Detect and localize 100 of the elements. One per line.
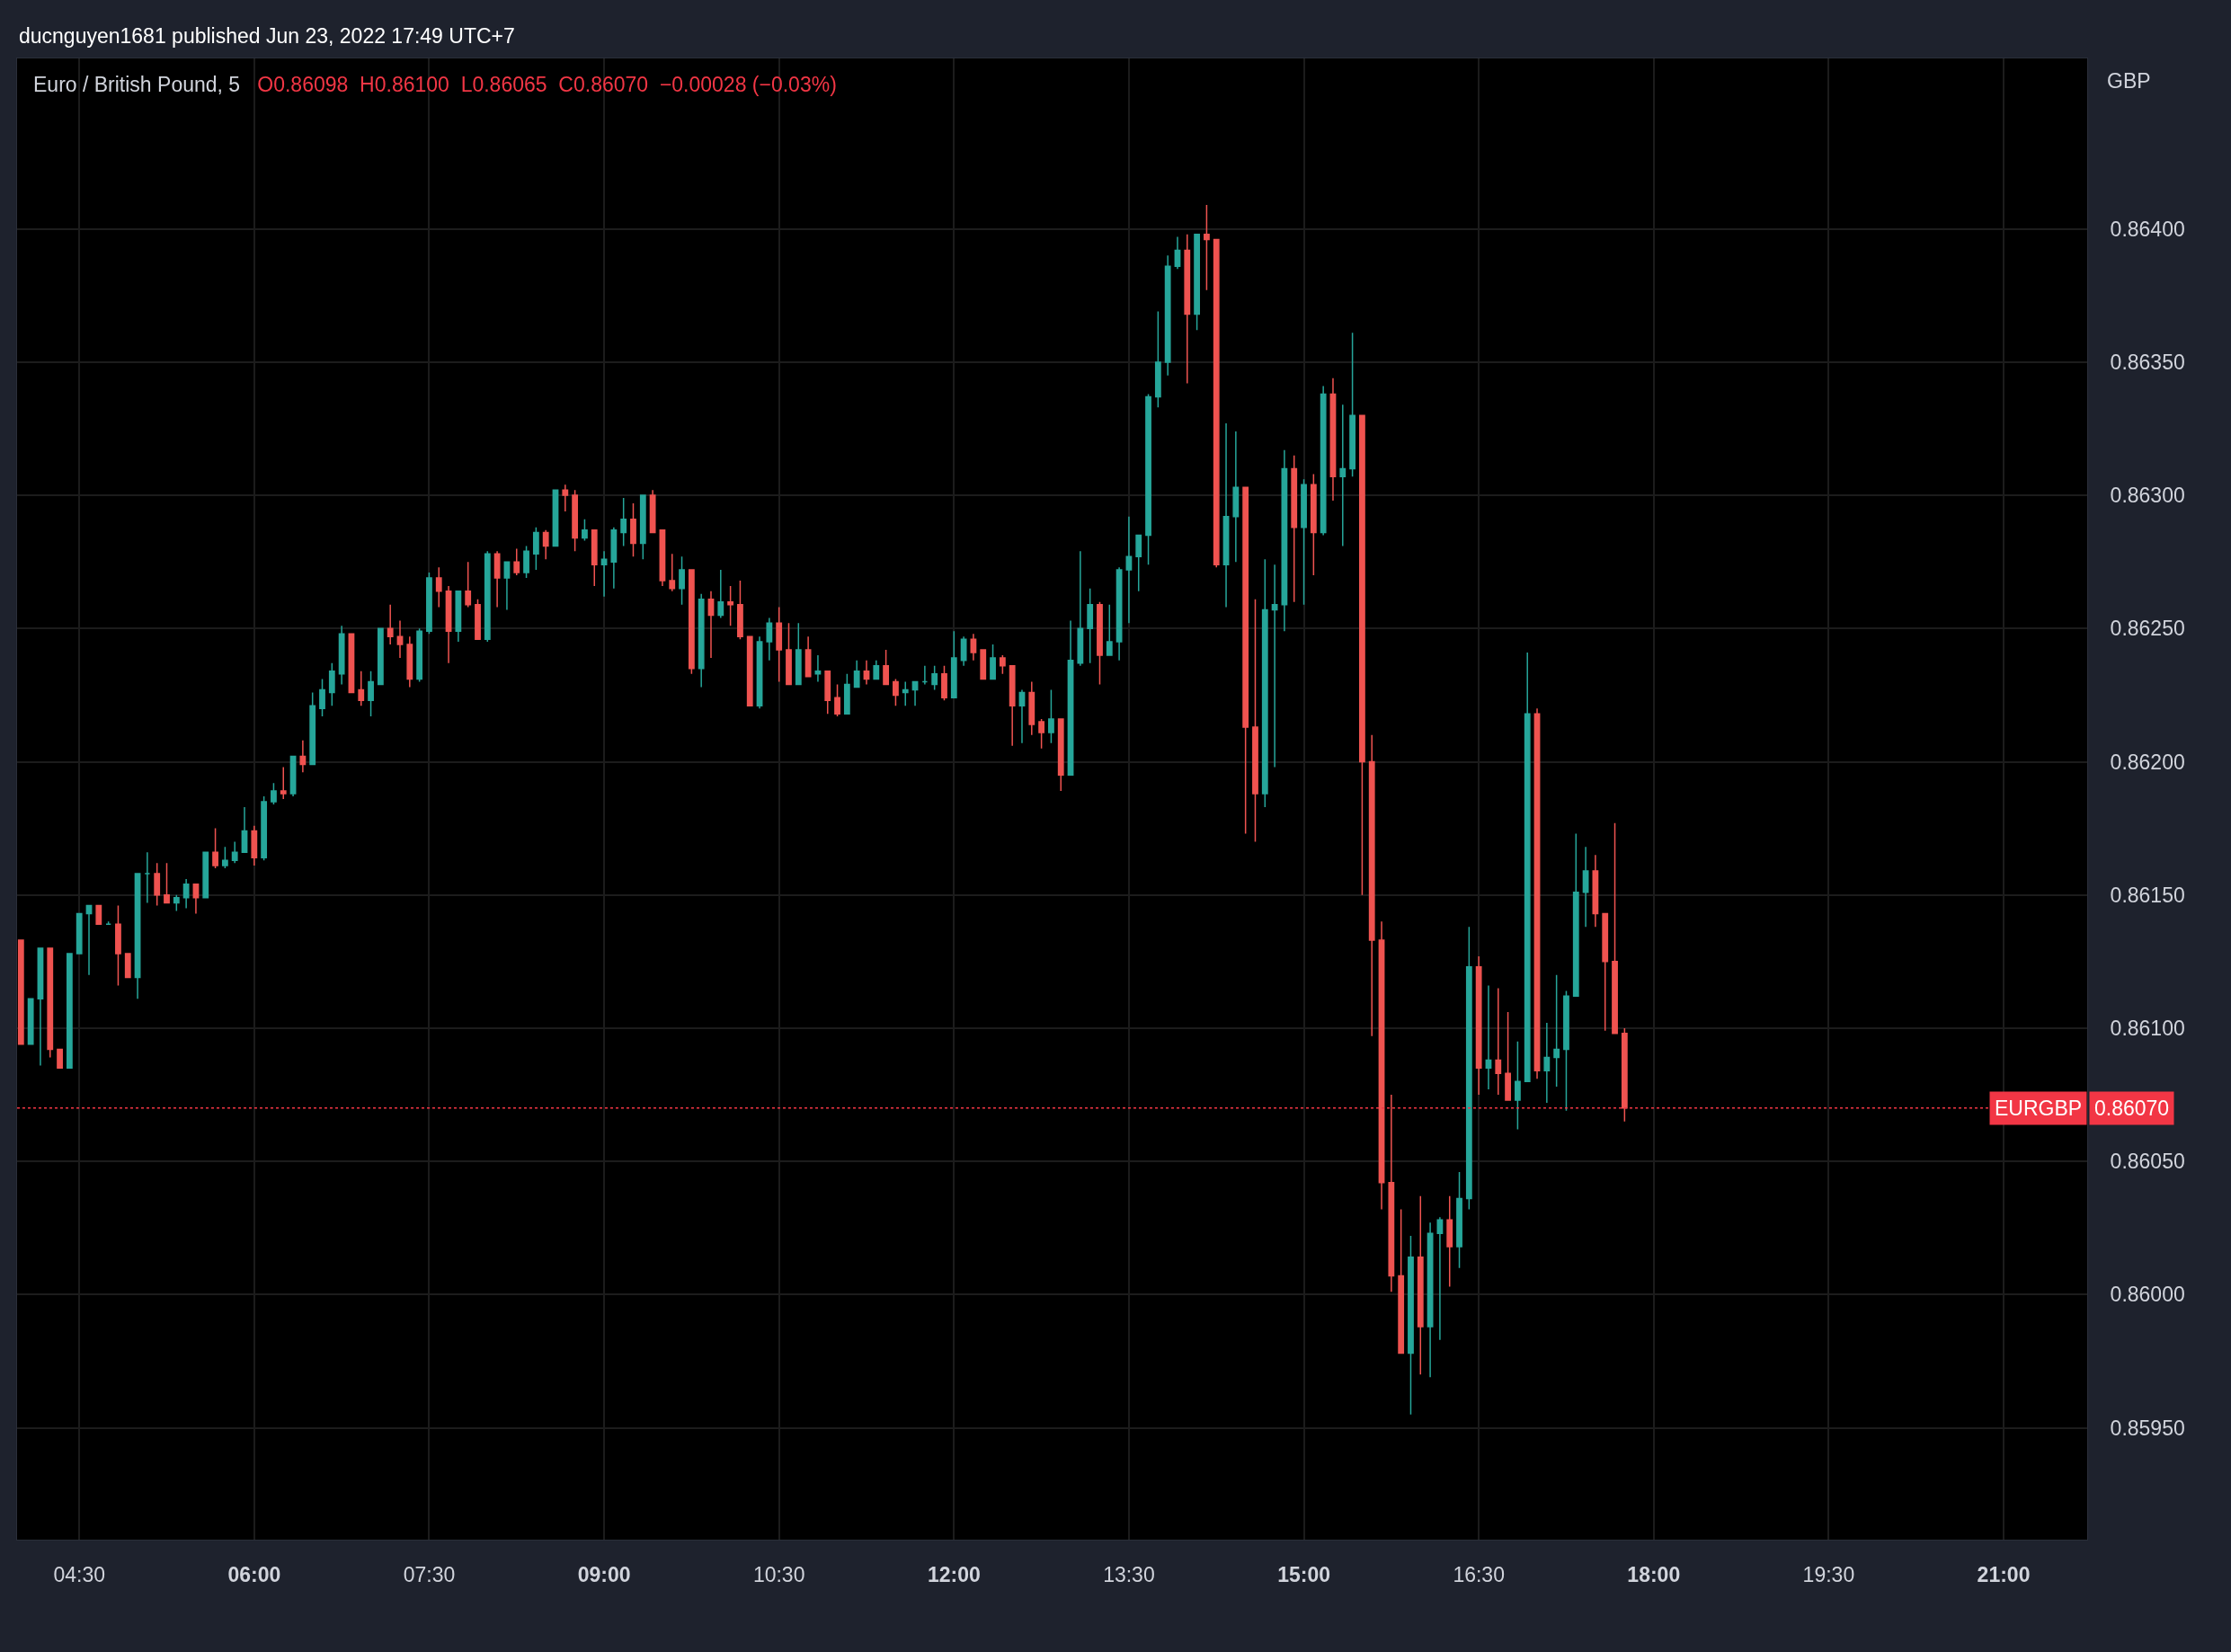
candlestick	[17, 939, 24, 1045]
candlestick	[1553, 973, 1560, 1088]
candlestick	[493, 550, 501, 608]
candlestick	[1456, 1171, 1462, 1269]
candlestick	[649, 489, 656, 534]
candlestick	[1378, 920, 1385, 1211]
candlestick	[659, 528, 666, 587]
candlestick	[960, 635, 967, 667]
candlestick	[66, 953, 73, 1070]
candlestick	[804, 635, 812, 678]
candlestick	[1184, 233, 1191, 385]
candlestick	[1301, 478, 1307, 606]
candlestick	[192, 884, 200, 915]
candlestick	[1018, 688, 1026, 744]
candlestick	[261, 795, 268, 861]
candlestick	[85, 904, 93, 976]
candlestick	[562, 484, 569, 512]
x-tick-label: 16:30	[1453, 1562, 1505, 1586]
candlestick	[1339, 404, 1347, 547]
candlestick	[707, 591, 715, 659]
candlestick	[154, 862, 161, 907]
candlestick	[1164, 254, 1171, 377]
candlestick	[776, 606, 783, 683]
candlestick	[582, 519, 588, 542]
candlestick	[1446, 1195, 1453, 1288]
candlestick	[445, 585, 452, 664]
candlestick	[786, 622, 792, 686]
candlestick	[795, 622, 802, 686]
candlestick	[542, 528, 549, 560]
candlestick	[620, 497, 627, 547]
candlestick	[1310, 473, 1317, 576]
candlestick	[27, 998, 34, 1045]
candlestick	[1368, 734, 1375, 1037]
candlestick	[883, 649, 890, 686]
x-tick-label: 07:30	[403, 1562, 456, 1586]
candlestick	[251, 824, 258, 866]
candlestick	[746, 635, 753, 707]
x-tick-label: 18:00	[1627, 1562, 1681, 1586]
candlestick	[1145, 393, 1151, 565]
x-tick-label: 09:00	[577, 1562, 631, 1586]
candlestick	[843, 672, 850, 715]
candlestick	[406, 635, 413, 688]
candlestick	[299, 740, 307, 774]
candlestick	[679, 555, 685, 606]
y-axis-title: GBP	[2107, 69, 2151, 93]
candlestick	[221, 846, 228, 869]
candlestick	[202, 851, 209, 899]
candlestick	[893, 678, 899, 707]
candlestick	[455, 591, 462, 643]
candlestick	[630, 502, 636, 558]
candlestick	[950, 630, 957, 699]
x-tick-label: 04:30	[53, 1562, 105, 1586]
candlestick	[814, 654, 822, 683]
candlestick	[1125, 516, 1133, 625]
candlestick	[1067, 619, 1074, 777]
candlestick	[873, 660, 880, 680]
candlestick	[1349, 332, 1355, 478]
y-tick-label: 0.86350	[2110, 350, 2185, 374]
candlestick	[503, 561, 511, 611]
candlestick	[475, 598, 481, 640]
candlestick	[1505, 1011, 1511, 1101]
candlestick	[669, 553, 676, 592]
candlestick	[426, 572, 432, 635]
candlestick	[95, 904, 102, 926]
candlestick	[1475, 955, 1482, 1096]
candlestick	[1359, 414, 1365, 896]
candlestick	[1057, 718, 1064, 792]
text: ducnguyen1681 published Jun 23, 2022 17:49 UTC+7	[19, 24, 515, 48]
candlestick	[338, 625, 345, 686]
candlestick	[1242, 486, 1249, 835]
candlestick	[124, 953, 131, 979]
candlestick	[328, 662, 335, 707]
x-tick-label: 15:00	[1277, 1562, 1330, 1586]
candlestick	[824, 670, 831, 715]
candlestick	[1320, 385, 1327, 537]
candlestick	[1038, 718, 1045, 750]
candlestick	[1572, 832, 1579, 998]
candlestick	[639, 494, 646, 560]
x-tick-label: 06:00	[227, 1562, 281, 1586]
ref-line-label: EURGBP	[1995, 1097, 2083, 1120]
candlestick	[1495, 987, 1502, 1096]
x-tick-label: 19:30	[1802, 1562, 1855, 1586]
candlestick	[1097, 600, 1103, 686]
x-tick-label: 13:30	[1103, 1562, 1155, 1586]
candlestick	[1582, 846, 1589, 928]
candlestick	[1427, 1221, 1434, 1378]
candlestick	[610, 526, 618, 590]
candlestick	[1602, 912, 1609, 1032]
x-tick-label: 21:00	[1977, 1562, 2031, 1586]
candlestick	[309, 691, 316, 766]
candlestick	[1232, 431, 1240, 563]
text: Euro / British Pound, 5	[33, 73, 241, 96]
candlestick	[164, 862, 170, 904]
candlestick	[766, 617, 773, 662]
candlestick	[1154, 310, 1161, 409]
candlestick	[737, 580, 743, 640]
candlestick	[280, 766, 287, 800]
candlestick	[358, 670, 365, 707]
y-tick-label: 0.86050	[2110, 1150, 2185, 1174]
candlestick	[600, 550, 608, 598]
